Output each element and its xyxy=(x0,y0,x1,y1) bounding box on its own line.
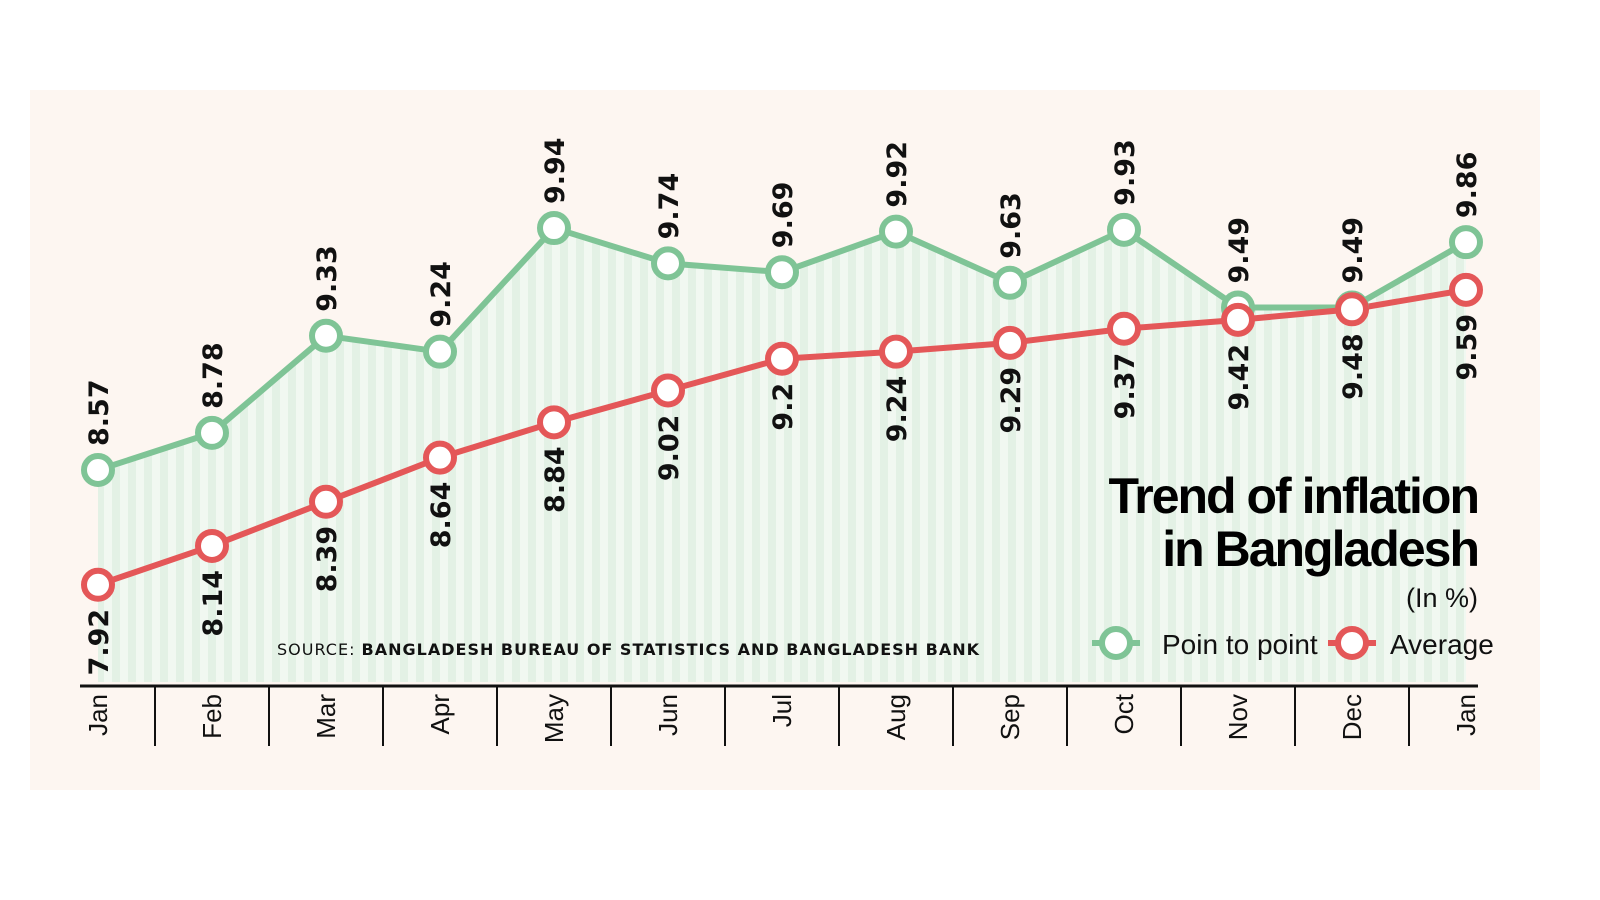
point-to-point-data-label: 9.49 xyxy=(1224,217,1255,284)
average-point xyxy=(1221,302,1255,337)
average-data-label: 8.64 xyxy=(426,482,457,549)
average-data-label: 8.14 xyxy=(198,570,229,637)
point-to-point-point xyxy=(423,334,457,369)
legend-marker-average xyxy=(1335,626,1369,660)
point-to-point-point xyxy=(81,453,115,487)
x-tick-label: Sep xyxy=(995,694,1025,740)
point-to-point-point xyxy=(309,318,343,353)
point-to-point-point xyxy=(1107,212,1141,247)
average-point xyxy=(993,325,1027,360)
unit-label: (In %) xyxy=(1406,583,1478,613)
point-to-point-data-label: 9.69 xyxy=(768,182,799,249)
average-data-label: 9.02 xyxy=(654,415,685,482)
legend-marker-point-to-point xyxy=(1099,626,1133,660)
x-tick-label: Apr xyxy=(425,694,455,735)
point-to-point-data-label: 9.24 xyxy=(426,261,457,328)
average-data-label: 9.24 xyxy=(882,376,913,443)
average-data-label: 9.37 xyxy=(1110,353,1141,420)
point-to-point-data-label: 9.86 xyxy=(1452,152,1483,219)
source-text: BANGLADESH BUREAU OF STATISTICS AND BANG… xyxy=(362,640,980,659)
average-point xyxy=(651,373,685,408)
x-tick-label: May xyxy=(539,694,569,743)
legend-label-point-to-point: Poin to point xyxy=(1162,629,1318,660)
average-point xyxy=(1107,311,1141,346)
svg-text:SOURCE: BANGLADESH BUREAU OF S: SOURCE: BANGLADESH BUREAU OF STATISTICS … xyxy=(277,640,980,659)
point-to-point-data-label: 9.93 xyxy=(1110,139,1141,206)
x-tick-label: Feb xyxy=(197,694,227,739)
point-to-point-data-label: 8.57 xyxy=(84,379,115,446)
average-point xyxy=(423,440,457,475)
point-to-point-point xyxy=(879,214,913,249)
point-to-point-data-label: 9.94 xyxy=(540,137,571,204)
point-to-point-data-label: 9.63 xyxy=(996,192,1027,259)
source-label: SOURCE: xyxy=(277,640,355,659)
average-point xyxy=(879,334,913,369)
legend-item-average: Average xyxy=(1328,626,1494,660)
x-tick-label: Jan xyxy=(1451,694,1481,736)
point-to-point-point xyxy=(195,415,229,450)
x-tick-label: Oct xyxy=(1109,693,1139,734)
average-point xyxy=(1335,292,1369,327)
title-line-1: Trend of inflation xyxy=(1108,468,1478,524)
point-to-point-point xyxy=(993,265,1027,300)
average-data-label: 9.42 xyxy=(1224,344,1255,411)
point-to-point-point xyxy=(537,211,571,246)
legend: Poin to point Average xyxy=(1092,626,1494,660)
x-tick-label: Aug xyxy=(881,694,911,740)
x-tick-label: Jul xyxy=(767,694,797,727)
point-to-point-data-label: 9.74 xyxy=(654,173,685,240)
x-tick-label: Jun xyxy=(653,694,683,736)
legend-label-average: Average xyxy=(1390,629,1494,660)
average-point xyxy=(81,567,115,602)
point-to-point-data-label: 9.49 xyxy=(1338,217,1369,284)
point-to-point-data-label: 9.33 xyxy=(312,245,343,312)
average-point xyxy=(537,405,571,440)
average-point xyxy=(1449,272,1483,307)
average-point xyxy=(195,528,229,563)
x-tick-label: Jan xyxy=(83,694,113,736)
average-data-label: 9.48 xyxy=(1338,333,1369,400)
average-data-label: 9.2 xyxy=(768,383,799,431)
chart-title: Trend of inflation in Bangladesh (In %) xyxy=(1108,468,1480,613)
average-data-label: 9.59 xyxy=(1452,314,1483,381)
legend-item-point-to-point: Poin to point xyxy=(1092,626,1318,660)
x-tick-label: Dec xyxy=(1337,694,1367,740)
point-to-point-point xyxy=(765,255,799,290)
x-tick-label: Nov xyxy=(1223,694,1253,740)
point-to-point-point xyxy=(651,246,685,281)
average-data-label: 8.84 xyxy=(540,446,571,513)
average-data-label: 9.29 xyxy=(996,367,1027,434)
source-note: SOURCE: BANGLADESH BUREAU OF STATISTICS … xyxy=(277,640,980,659)
average-point xyxy=(309,484,343,519)
title-line-2: in Bangladesh xyxy=(1162,521,1478,577)
average-data-label: 8.39 xyxy=(312,526,343,593)
average-point xyxy=(765,341,799,376)
average-data-label: 7.92 xyxy=(84,609,115,676)
point-to-point-data-label: 8.78 xyxy=(198,342,229,409)
point-to-point-point xyxy=(1449,225,1483,260)
x-tick-label: Mar xyxy=(311,694,341,739)
point-to-point-data-label: 9.92 xyxy=(882,141,913,208)
